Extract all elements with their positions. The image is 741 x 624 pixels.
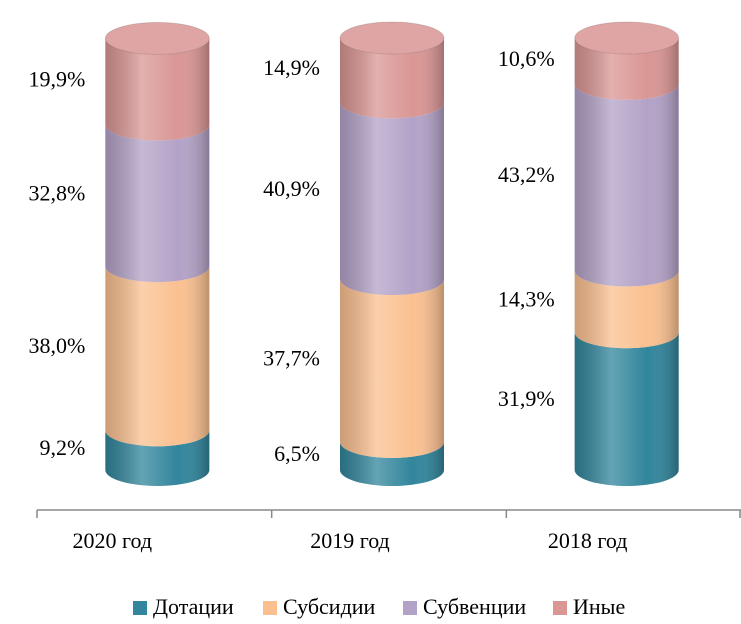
cylinder-top-shade [339, 21, 445, 55]
value-label: 19,9% [29, 66, 86, 91]
cylinder-top [105, 22, 210, 55]
cylinder-top [340, 22, 444, 54]
value-label: 6,5% [274, 441, 320, 466]
legend-swatch [133, 601, 147, 615]
segment-shade [574, 332, 679, 486]
segment-shade [340, 441, 444, 486]
x-tick-label: 2020 год [73, 528, 153, 553]
cylinder-top-shade [104, 21, 210, 55]
legend-swatch [263, 601, 277, 615]
segment-shade [574, 38, 679, 100]
cylinder-top [574, 22, 679, 54]
x-tick-label: 2018 год [548, 528, 628, 553]
segment-shade [105, 124, 210, 283]
segment-shade [340, 38, 444, 119]
segment-shade [105, 266, 210, 447]
segment-shade [105, 38, 210, 141]
legend-label: Иные [573, 594, 625, 619]
value-label: 37,7% [263, 346, 320, 371]
legend-swatch [553, 601, 567, 615]
value-label: 14,9% [263, 55, 320, 80]
value-label: 31,9% [498, 386, 555, 411]
legend-label: Дотации [153, 594, 234, 619]
segment-shade [340, 102, 444, 296]
legend-label: Субсидии [283, 594, 376, 619]
segment-shade [340, 279, 444, 458]
value-label: 43,2% [498, 162, 555, 187]
legend-label: Субвенции [423, 594, 526, 619]
legend-swatch [403, 601, 417, 615]
value-label: 40,9% [263, 176, 320, 201]
value-label: 32,8% [29, 180, 86, 205]
x-tick-label: 2019 год [310, 528, 390, 553]
value-label: 14,3% [498, 286, 555, 311]
segment-shade [574, 270, 679, 349]
segment-shade [574, 83, 679, 287]
value-label: 38,0% [29, 333, 86, 358]
cylinder-top-shade [574, 21, 680, 55]
segment-shade [105, 430, 210, 486]
value-label: 10,6% [498, 46, 555, 71]
value-label: 9,2% [40, 435, 86, 460]
